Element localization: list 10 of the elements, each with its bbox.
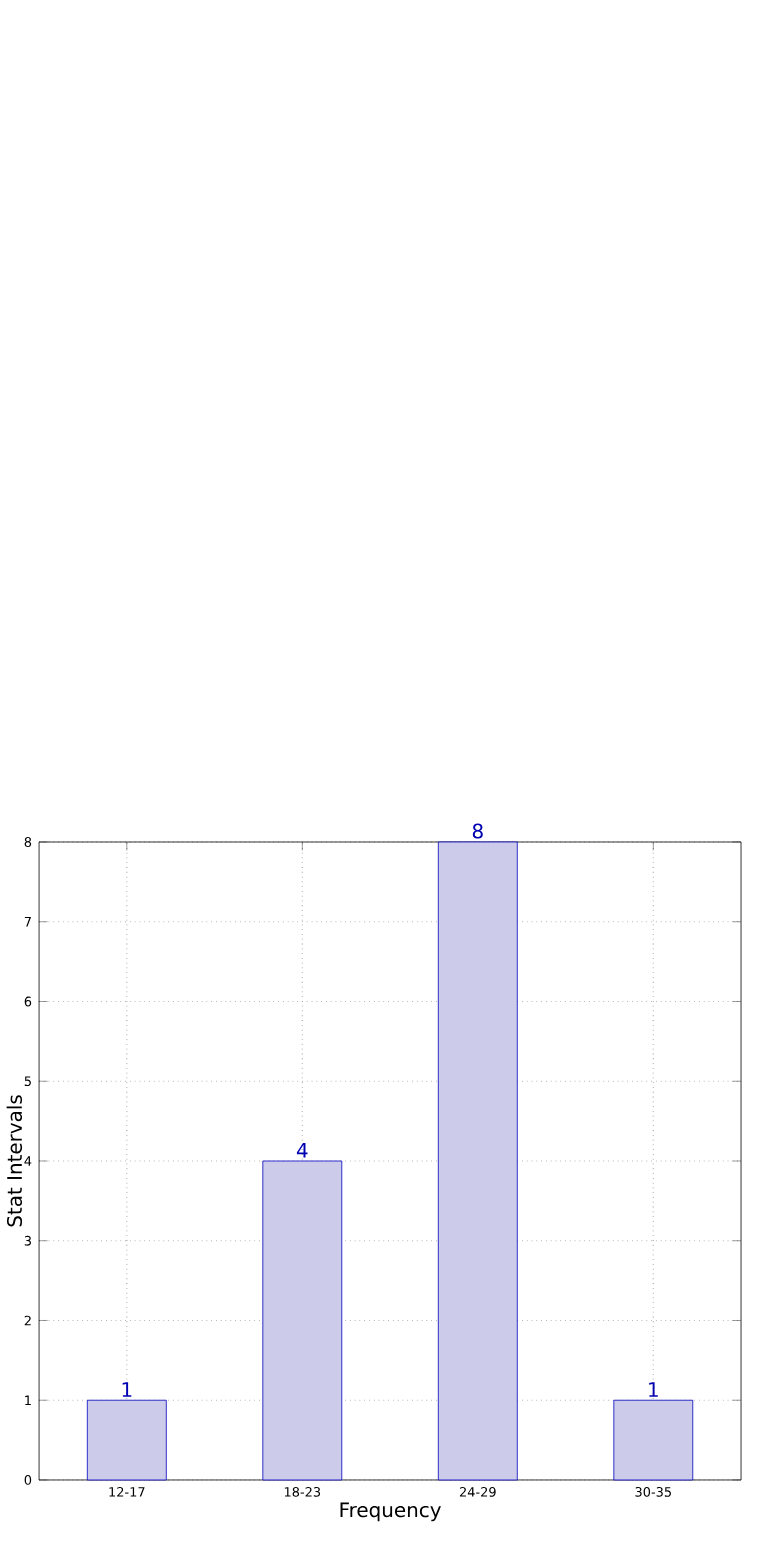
data-label: 4 [297,1143,308,1158]
data-label: 1 [123,1382,132,1397]
bar [438,841,519,1481]
bar [613,1399,694,1481]
bar [262,1160,343,1481]
bar [87,1399,168,1481]
y-axis-title: Stat Intervals [7,1095,23,1227]
x-axis-title: Frequency [341,1502,442,1522]
data-label: 1 [649,1382,659,1397]
data-label: 8 [473,823,484,839]
